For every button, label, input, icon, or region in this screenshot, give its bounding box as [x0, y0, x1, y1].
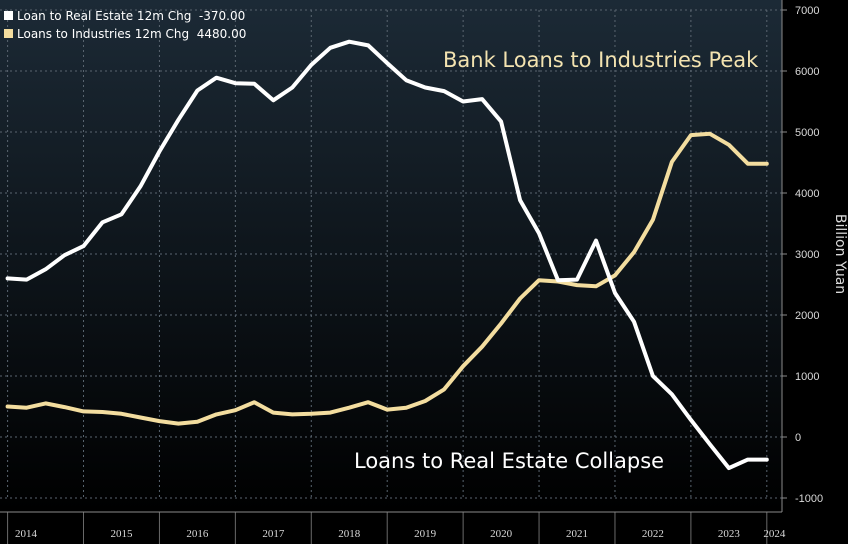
x-tick-label: 2022	[642, 528, 664, 540]
axes: 7000 6000 5000 4000 3000 2000 1000 0 -1000 2014 20…	[0, 0, 823, 544]
annotation-real-estate-collapse: Loans to Real Estate Collapse	[354, 449, 664, 473]
y-tick-label: 1000	[795, 371, 819, 383]
y-tick-label: 7000	[795, 5, 819, 17]
y-tick-label: 3000	[795, 249, 819, 261]
x-tick-label: 2021	[566, 528, 588, 540]
x-tick-label: 2017	[262, 528, 285, 540]
y-tick-label: 0	[795, 432, 801, 444]
series-line-real-estate	[5, 39, 769, 471]
series-lines	[5, 39, 769, 471]
plot-background	[0, 0, 782, 512]
y-axis-label: Billion Yuan	[832, 214, 848, 294]
y-tick-label: 5000	[795, 127, 819, 139]
legend-label-industries: Loans to Industries 12m Chg 4480.00	[17, 27, 246, 41]
annotation-industries-peak: Bank Loans to Industries Peak	[443, 48, 759, 72]
legend-label-real-estate: Loan to Real Estate 12m Chg -370.00	[17, 9, 245, 23]
series-line-industries	[5, 131, 769, 426]
x-tick-label: 2018	[338, 528, 361, 540]
x-tick-label: 2014	[15, 528, 38, 540]
grid	[0, 9, 782, 499]
y-tick-label: 6000	[795, 66, 819, 78]
legend-swatch-industries	[4, 29, 13, 38]
x-tick-label: 2023	[718, 528, 741, 540]
x-tick-label: 2020	[490, 528, 513, 540]
x-tick-label: 2015	[110, 528, 133, 540]
y-tick-label: 2000	[795, 310, 819, 322]
legend-swatch-real-estate	[4, 11, 13, 20]
y-tick-label: 4000	[795, 188, 819, 200]
legend: Loan to Real Estate 12m Chg -370.00 Loan…	[4, 9, 246, 41]
x-tick-label: 2019	[414, 528, 437, 540]
y-tick-label: -1000	[795, 493, 823, 505]
x-tick-label: 2024	[763, 528, 786, 540]
x-tick-label: 2016	[186, 528, 209, 540]
